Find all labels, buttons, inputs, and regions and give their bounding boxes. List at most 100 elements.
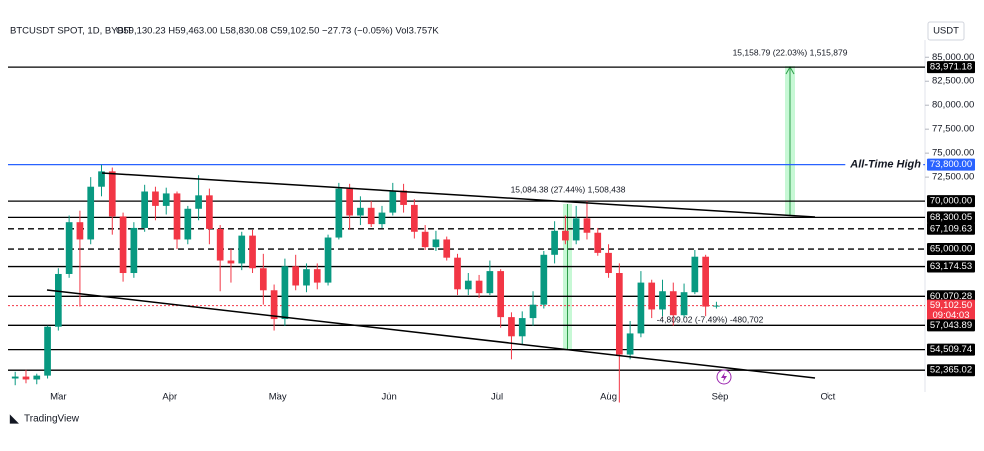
candle-body xyxy=(270,290,278,320)
candles xyxy=(11,164,720,403)
trendline-lower xyxy=(46,289,816,379)
candle-body xyxy=(680,292,688,316)
levels: 85,000.00 82,500.00 80,000.00 77,500.00 75,0… xyxy=(8,52,975,403)
price-label: 52,365.02 xyxy=(930,365,972,376)
candle-body xyxy=(11,376,19,379)
candle-body xyxy=(130,227,138,274)
x-tick-label: Apr xyxy=(162,392,177,403)
candle-body xyxy=(76,222,84,240)
y-tick-label: 77,500.00 xyxy=(932,124,974,135)
candle-body xyxy=(216,228,224,261)
price-label-box xyxy=(927,343,975,356)
candle-body xyxy=(162,193,170,206)
event-icon-bolt xyxy=(721,372,727,382)
candle-body xyxy=(583,218,591,233)
candle-body xyxy=(324,237,332,283)
trendline-upper xyxy=(101,172,816,218)
candle-body xyxy=(605,252,612,274)
y-tick-label: 80,000.00 xyxy=(932,100,974,111)
price-label: 60,070.28 xyxy=(930,291,972,302)
candle-body xyxy=(400,190,407,205)
price-label-box xyxy=(927,158,975,171)
price-label-box xyxy=(927,211,975,224)
candle-body xyxy=(55,273,62,327)
candle-body xyxy=(346,188,353,216)
candle-body xyxy=(443,239,451,258)
candle-body xyxy=(713,305,720,307)
symbol: BTCUSDT SPOT, 1D, BYBIT xyxy=(10,26,132,37)
candle-body xyxy=(551,230,558,255)
price-label: 63,174.53 xyxy=(930,261,972,272)
price-label: 65,000.00 xyxy=(930,244,972,255)
candle-body xyxy=(98,171,105,187)
currency-box xyxy=(927,21,965,41)
candle-body xyxy=(259,268,267,291)
candle-body xyxy=(497,271,505,318)
candle-body xyxy=(227,260,235,264)
price-label-box xyxy=(927,319,975,332)
candle-body xyxy=(615,273,623,355)
x-tick-label: Jun xyxy=(382,392,397,403)
price-label: 83,971.18 xyxy=(930,62,972,73)
candle-body xyxy=(33,375,41,380)
annotation: -4,809.02 (-7.49%) -480,702 xyxy=(657,314,764,324)
candle-body xyxy=(421,231,429,248)
x-tick-label: Mar xyxy=(50,392,66,403)
candle-body xyxy=(702,256,709,307)
candle-body xyxy=(173,193,181,240)
candle-body xyxy=(411,204,418,232)
candle-body xyxy=(475,280,483,294)
price-label: 67,109.63 xyxy=(930,223,972,234)
price-label: 59,102.50 xyxy=(930,300,972,311)
candle-body xyxy=(454,257,461,290)
price-label-box xyxy=(927,195,975,208)
candle-body xyxy=(292,266,300,286)
brand: TradingView xyxy=(24,414,80,425)
candle-body xyxy=(594,232,602,253)
price-label-box xyxy=(927,364,975,377)
candle-body xyxy=(669,291,677,316)
price-label: 54,509.74 xyxy=(930,344,972,355)
candle-body xyxy=(659,291,666,310)
x-tick-label: Jul xyxy=(491,392,503,403)
candle-body xyxy=(432,239,440,248)
x-tick-label: Sep xyxy=(712,392,729,403)
price-label: 68,300.05 xyxy=(930,212,972,223)
candle-body xyxy=(108,171,116,217)
price-label: 73,800.00 xyxy=(930,159,972,170)
candle-body xyxy=(22,376,30,380)
y-tick-label: 82,500.00 xyxy=(932,76,974,87)
candle-body xyxy=(87,186,95,240)
candle-body xyxy=(184,208,192,240)
currency: USDT xyxy=(933,26,959,37)
candle-body xyxy=(691,256,699,293)
candle-body xyxy=(238,235,246,264)
candle-body xyxy=(508,317,515,337)
candle-body xyxy=(119,216,127,274)
level-note-bg xyxy=(845,157,924,172)
price-label-box xyxy=(927,243,975,256)
price-label: 57,043.89 xyxy=(930,320,972,331)
price-label-box xyxy=(927,290,975,303)
candle-body xyxy=(518,318,526,337)
candle-body xyxy=(540,254,548,305)
brand-logo: ◣ xyxy=(9,413,19,425)
x-tick-label: Aug xyxy=(600,392,617,403)
candle-body xyxy=(357,207,364,216)
y-tick-label: 72,500.00 xyxy=(932,172,974,183)
price-label-box xyxy=(927,260,975,273)
candle-body xyxy=(195,195,202,209)
candle-body xyxy=(206,195,213,229)
candle-body xyxy=(626,333,634,355)
candle-body xyxy=(648,282,656,310)
price-label-box xyxy=(927,61,975,74)
candle-body xyxy=(313,269,321,283)
candle-body xyxy=(335,188,343,238)
candle-body xyxy=(367,207,375,225)
candle-body xyxy=(44,326,51,376)
price-label-box xyxy=(927,222,975,235)
candle-body xyxy=(378,212,386,225)
price-label: 70,000.00 xyxy=(930,196,972,207)
